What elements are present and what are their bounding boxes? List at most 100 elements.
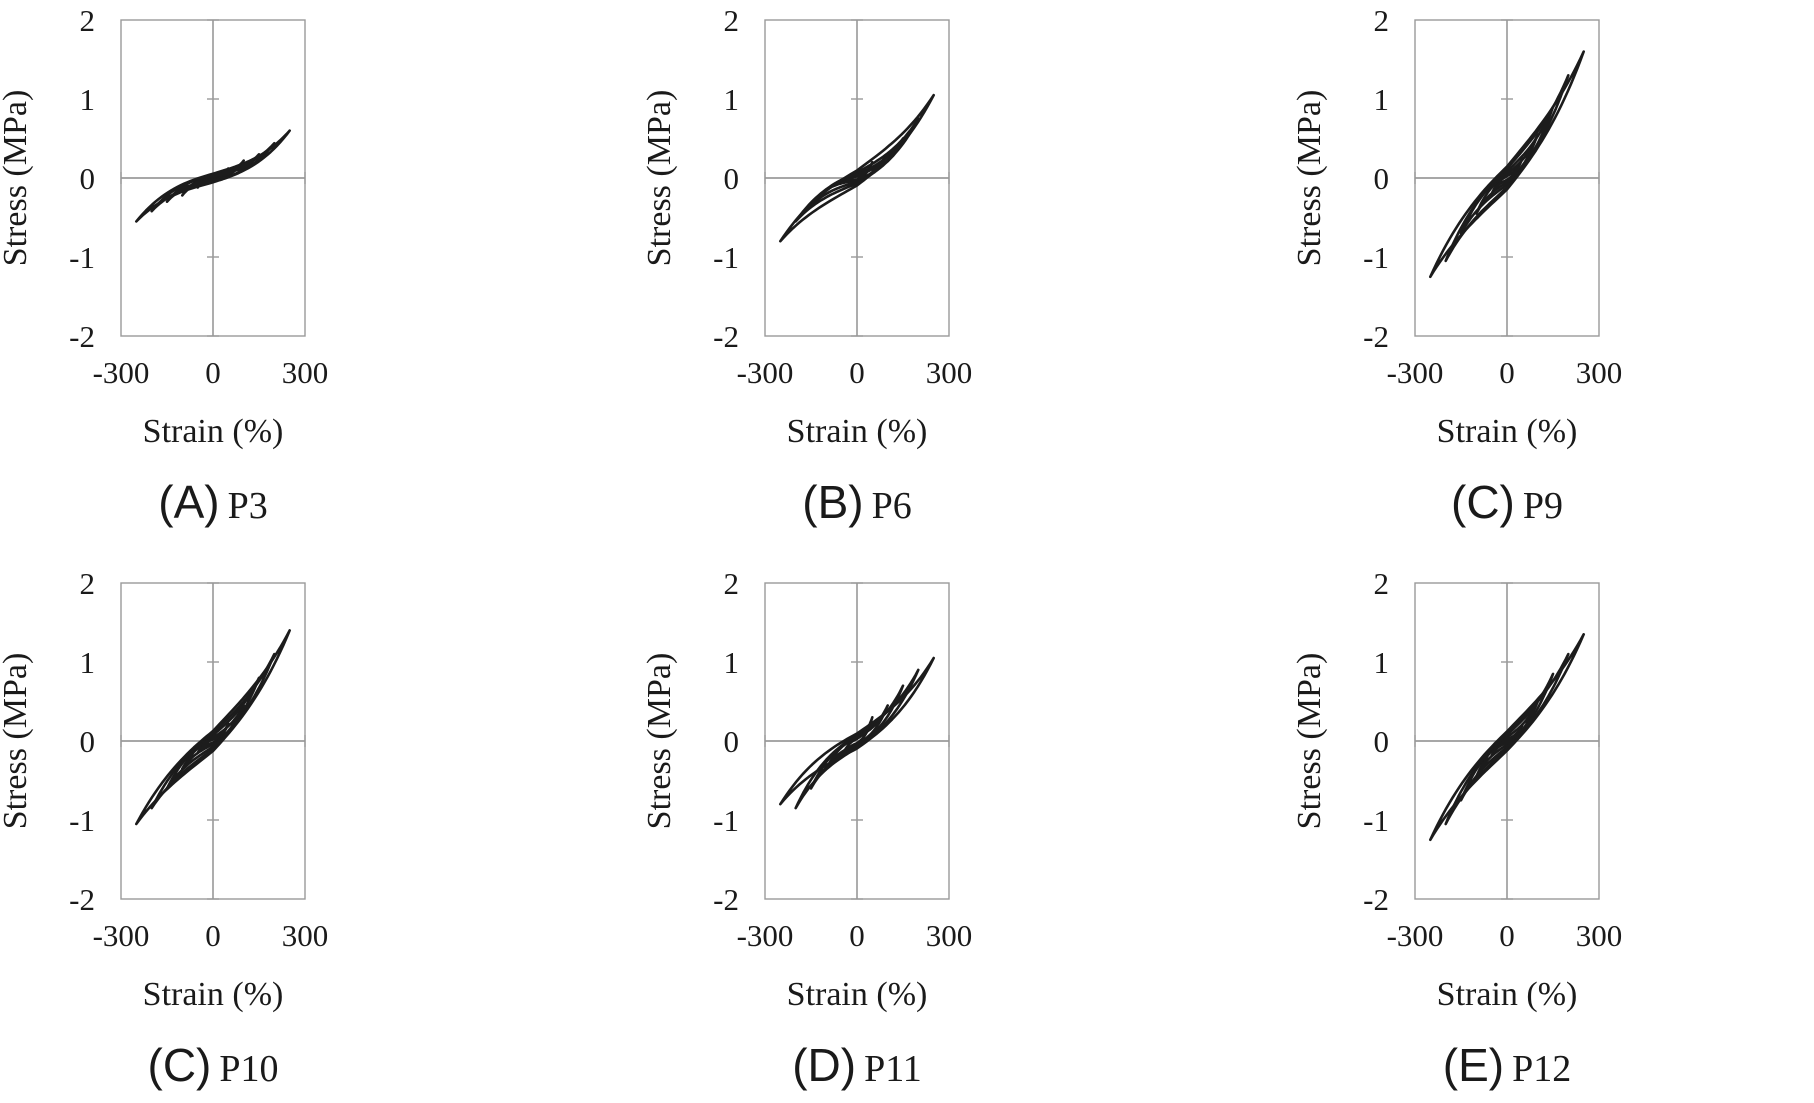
y-tick-label: 1 xyxy=(1374,645,1390,680)
y-tick-label: 1 xyxy=(80,645,96,680)
x-tick-label: 0 xyxy=(849,355,865,390)
caption-letter: (C) xyxy=(1451,476,1515,528)
caption-name: P9 xyxy=(1523,485,1563,527)
hysteresis-loop-250 xyxy=(135,629,291,826)
hysteresis-loop-250 xyxy=(135,129,291,223)
y-tick-label: -1 xyxy=(713,240,739,275)
hysteresis-loop-200 xyxy=(1444,652,1570,826)
y-tick-label: 1 xyxy=(80,82,96,117)
hysteresis-loop-200 xyxy=(150,652,276,810)
x-axis-title: Strain (%) xyxy=(787,976,928,1013)
y-tick-label: -1 xyxy=(69,803,95,838)
x-tick-label: -300 xyxy=(737,355,794,390)
caption-name: P6 xyxy=(872,485,912,527)
x-tick-label: 0 xyxy=(205,355,221,390)
hysteresis-loops xyxy=(1429,633,1585,842)
hysteresis-loops xyxy=(135,129,291,223)
x-tick-label: 300 xyxy=(282,918,329,953)
hysteresis-loop-200 xyxy=(1444,74,1570,263)
y-tick-label: -2 xyxy=(713,319,739,354)
panel-p10: 2 1 0 -1 -2-300 0 300 Strain (%) Stress (MPa) (C)… xyxy=(0,566,328,1091)
x-tick-label: 0 xyxy=(205,918,221,953)
hysteresis-loop-250 xyxy=(1429,50,1585,279)
panel-caption: (C) P10 xyxy=(148,1039,279,1091)
y-tick-label: 2 xyxy=(724,566,740,601)
y-tick-label: -1 xyxy=(1363,240,1389,275)
y-tick-label: 0 xyxy=(724,724,740,759)
y-tick-label: 2 xyxy=(1374,3,1390,38)
hysteresis-loop-250 xyxy=(779,93,935,243)
panel-caption: (C) P9 xyxy=(1451,476,1563,528)
x-tick-label: 0 xyxy=(849,918,865,953)
caption-letter: (D) xyxy=(792,1039,856,1091)
hysteresis-loops xyxy=(779,93,935,243)
y-axis-title: Stress (MPa) xyxy=(641,90,678,267)
caption-name: P12 xyxy=(1512,1048,1571,1090)
caption-letter: (E) xyxy=(1443,1039,1504,1091)
hysteresis-loop-200 xyxy=(794,668,920,810)
y-tick-label: 2 xyxy=(80,566,96,601)
x-tick-label: 0 xyxy=(1499,918,1515,953)
panel-caption: (A) P3 xyxy=(158,476,267,528)
y-tick-label: 1 xyxy=(1374,82,1390,117)
x-axis-title: Strain (%) xyxy=(787,413,928,450)
x-tick-label: 300 xyxy=(926,918,973,953)
hysteresis-loops xyxy=(1429,50,1585,279)
y-tick-label: -2 xyxy=(1363,882,1389,917)
panel-caption: (E) P12 xyxy=(1443,1039,1571,1091)
x-axis-title: Strain (%) xyxy=(1437,413,1578,450)
x-tick-label: 0 xyxy=(1499,355,1515,390)
x-axis-title: Strain (%) xyxy=(143,413,284,450)
y-tick-label: -2 xyxy=(69,882,95,917)
y-tick-label: -1 xyxy=(713,803,739,838)
x-tick-label: -300 xyxy=(93,918,150,953)
y-tick-label: 2 xyxy=(80,3,96,38)
y-tick-label: 0 xyxy=(724,161,740,196)
y-tick-label: 0 xyxy=(80,161,96,196)
hysteresis-loops xyxy=(135,629,291,826)
y-axis-title: Stress (MPa) xyxy=(0,90,34,267)
x-tick-label: -300 xyxy=(93,355,150,390)
x-tick-label: -300 xyxy=(737,918,794,953)
y-tick-label: 0 xyxy=(1374,724,1390,759)
caption-name: P3 xyxy=(228,485,268,527)
caption-letter: (A) xyxy=(158,476,219,528)
hysteresis-loop-250 xyxy=(1429,633,1585,842)
panel-p6: 2 1 0 -1 -2-300 0 300 Strain (%) Stress (MPa) (B)… xyxy=(641,3,972,528)
caption-name: P11 xyxy=(864,1048,922,1090)
y-tick-label: 1 xyxy=(724,82,740,117)
y-tick-label: 0 xyxy=(80,724,96,759)
y-axis-title: Stress (MPa) xyxy=(0,653,34,830)
y-axis-title: Stress (MPa) xyxy=(641,653,678,830)
y-tick-label: 0 xyxy=(1374,161,1390,196)
x-tick-label: 300 xyxy=(926,355,973,390)
y-axis-title: Stress (MPa) xyxy=(1291,653,1328,830)
y-tick-label: 1 xyxy=(724,645,740,680)
y-tick-label: 2 xyxy=(724,3,740,38)
y-tick-label: 2 xyxy=(1374,566,1390,601)
caption-name: P10 xyxy=(219,1048,278,1090)
y-axis-title: Stress (MPa) xyxy=(1291,90,1328,267)
x-tick-label: -300 xyxy=(1387,918,1444,953)
y-tick-label: -2 xyxy=(713,882,739,917)
x-tick-label: -300 xyxy=(1387,355,1444,390)
y-tick-label: -2 xyxy=(1363,319,1389,354)
hysteresis-loop-250 xyxy=(779,656,935,806)
panel-caption: (B) P6 xyxy=(802,476,911,528)
panel-p11: 2 1 0 -1 -2-300 0 300 Strain (%) Stress (MPa) (D)… xyxy=(641,566,972,1091)
hysteresis-loops xyxy=(779,656,935,810)
panel-p3: 2 1 0 -1 -2-300 0 300 Strain (%) Stress (MPa) (A)… xyxy=(0,3,328,528)
x-tick-label: 300 xyxy=(282,355,329,390)
x-tick-label: 300 xyxy=(1576,355,1623,390)
x-axis-title: Strain (%) xyxy=(143,976,284,1013)
x-axis-title: Strain (%) xyxy=(1437,976,1578,1013)
y-tick-label: -2 xyxy=(69,319,95,354)
caption-letter: (B) xyxy=(802,476,863,528)
y-tick-label: -1 xyxy=(69,240,95,275)
panel-caption: (D) P11 xyxy=(792,1039,922,1091)
panel-p12: 2 1 0 -1 -2-300 0 300 Strain (%) Stress (MPa) (E)… xyxy=(1291,566,1622,1091)
y-tick-label: -1 xyxy=(1363,803,1389,838)
panel-p9: 2 1 0 -1 -2-300 0 300 Strain (%) Stress (MPa) (C)… xyxy=(1291,3,1622,528)
x-tick-label: 300 xyxy=(1576,918,1623,953)
